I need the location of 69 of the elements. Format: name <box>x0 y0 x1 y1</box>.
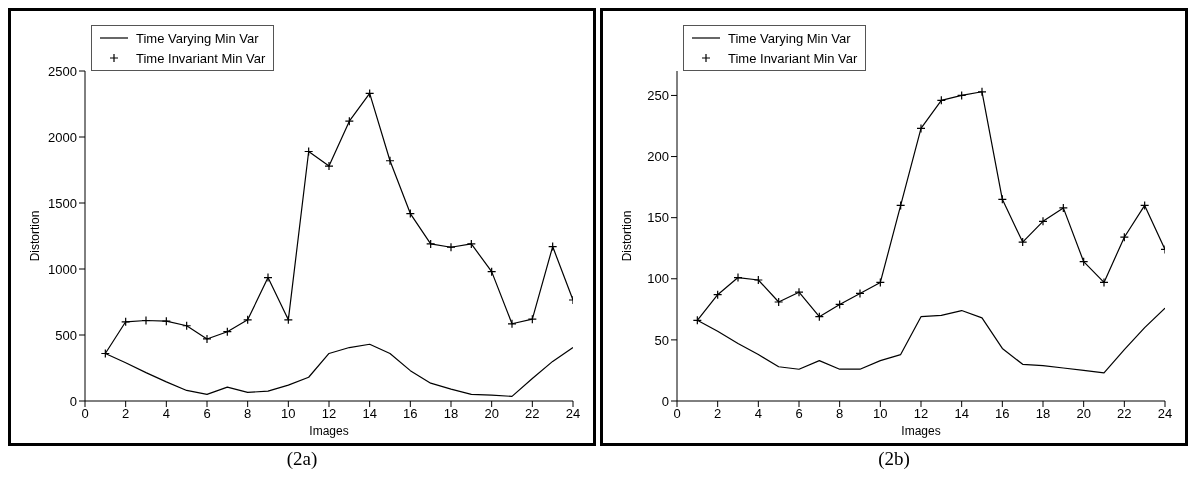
point <box>1099 277 1109 288</box>
x-tick-label: 16 <box>403 406 418 422</box>
x-tick-label: 6 <box>203 406 211 422</box>
x-tick-label: 2 <box>122 406 130 422</box>
x-tick-label: 24 <box>1157 406 1173 422</box>
legend-label: Time Invariant Min Var <box>728 50 858 66</box>
y-axis-title: Distortion <box>28 210 43 262</box>
text: (2b) <box>878 448 910 470</box>
point <box>916 123 926 134</box>
x-tick-label: 2 <box>714 406 722 422</box>
point <box>794 287 804 297</box>
x-tick-label: 12 <box>913 406 929 422</box>
x-tick-label: 22 <box>525 406 540 422</box>
x-tick-label: 10 <box>281 406 296 422</box>
point <box>446 242 456 252</box>
point <box>733 272 743 283</box>
x-tick-label: 18 <box>443 406 459 422</box>
x-tick-label: 14 <box>362 406 377 422</box>
y-tick-label: 200 <box>647 149 669 165</box>
point <box>324 161 334 171</box>
x-axis-title: Images <box>309 424 349 438</box>
y-tick-label: 1000 <box>48 261 77 277</box>
x-tick-label: 20 <box>1076 406 1091 422</box>
text: (2a) <box>286 448 318 470</box>
legend-label: Time Varying Min Var <box>728 30 851 46</box>
y-tick-label: 50 <box>654 332 669 348</box>
x-tick-label: 4 <box>754 406 762 422</box>
point <box>977 87 987 97</box>
x-tick-label: 14 <box>954 406 969 422</box>
x-tick-label: 12 <box>321 406 337 422</box>
legend-label: Time Varying Min Var <box>136 30 259 46</box>
point <box>202 334 212 344</box>
point <box>426 239 436 249</box>
y-tick-label: 150 <box>647 210 669 226</box>
y-tick-label: 100 <box>647 271 669 287</box>
point <box>263 272 273 283</box>
x-tick-label: 8 <box>244 406 252 422</box>
point <box>507 319 517 329</box>
point <box>385 156 395 166</box>
point <box>141 315 151 326</box>
x-tick-label: 10 <box>873 406 888 422</box>
x-tick-label: 16 <box>995 406 1010 422</box>
y-tick-label: 1500 <box>48 195 77 211</box>
point <box>161 316 171 326</box>
x-tick-label: 8 <box>836 406 844 422</box>
point <box>753 275 763 285</box>
y-tick-label: 250 <box>647 88 669 104</box>
point <box>466 239 476 249</box>
x-tick-label: 18 <box>1035 406 1051 422</box>
y-tick-label: 0 <box>661 393 669 409</box>
point <box>1038 216 1048 226</box>
x-tick-label: 22 <box>1117 406 1132 422</box>
point <box>1058 203 1068 213</box>
y-tick-label: 0 <box>69 393 77 409</box>
x-tick-label: 0 <box>81 406 89 422</box>
x-axis-title: Images <box>901 424 941 438</box>
x-tick-label: 4 <box>162 406 170 422</box>
x-tick-label: 20 <box>484 406 499 422</box>
point <box>1018 237 1028 247</box>
x-tick-label: 0 <box>673 406 681 422</box>
y-tick-label: 2500 <box>48 63 77 79</box>
y-axis-title: Distortion <box>620 210 635 262</box>
point <box>855 288 865 299</box>
point <box>774 297 784 307</box>
y-tick-label: 500 <box>55 327 77 343</box>
legend-label: Time Invariant Min Var <box>136 50 266 66</box>
x-tick-label: 6 <box>795 406 803 422</box>
y-tick-label: 2000 <box>48 129 77 145</box>
x-tick-label: 24 <box>565 406 581 422</box>
